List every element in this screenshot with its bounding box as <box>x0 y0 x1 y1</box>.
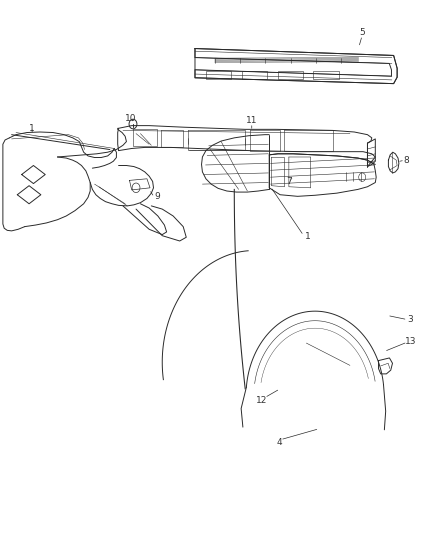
Text: 12: 12 <box>256 396 268 405</box>
Text: 10: 10 <box>125 114 137 123</box>
Text: 5: 5 <box>359 28 365 37</box>
Text: 3: 3 <box>407 315 413 324</box>
Text: 1: 1 <box>305 232 311 241</box>
Bar <box>278 71 303 79</box>
Bar <box>313 71 339 79</box>
Text: 7: 7 <box>286 177 292 186</box>
Text: 8: 8 <box>404 156 410 165</box>
Bar <box>206 71 231 79</box>
Text: 11: 11 <box>246 116 258 125</box>
Text: 9: 9 <box>154 192 160 201</box>
Text: 4: 4 <box>276 439 282 448</box>
Text: 13: 13 <box>404 337 416 346</box>
Bar <box>242 71 267 79</box>
Text: 1: 1 <box>29 124 35 133</box>
